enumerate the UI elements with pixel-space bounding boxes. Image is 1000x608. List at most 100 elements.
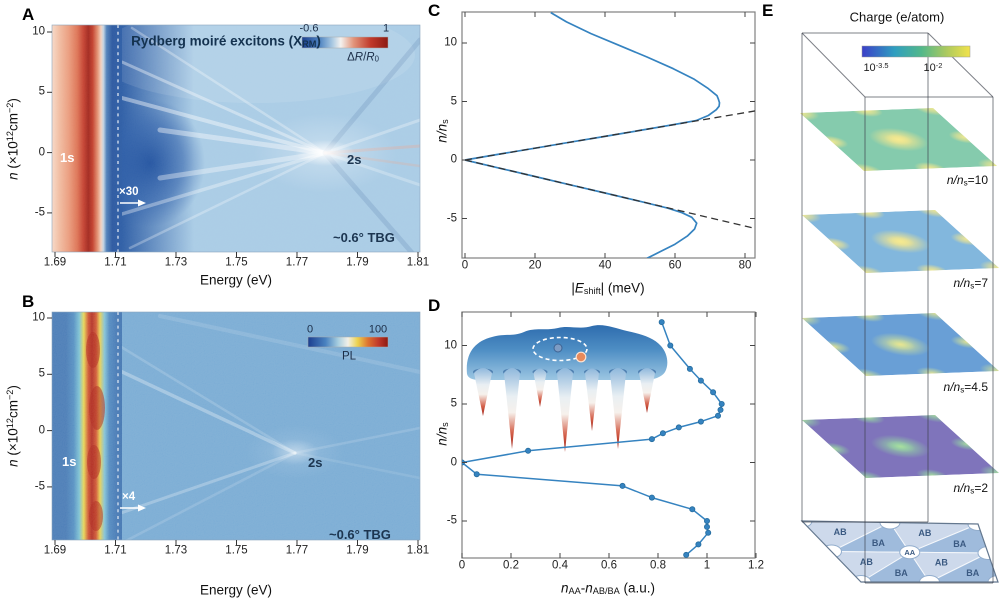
panelC-ytick: 0	[450, 153, 457, 166]
panelB-xtick: 1.79	[346, 544, 369, 557]
panelB-1s-label: 1s	[62, 454, 77, 469]
layer-label-7: n/ns=7	[953, 276, 988, 291]
AA-site-ellipse	[899, 545, 921, 560]
box-wireframe	[801, 32, 994, 584]
moire-wells	[474, 368, 655, 452]
electron-dot	[553, 343, 563, 353]
charge-layer-2	[802, 415, 999, 478]
charge-layer-7	[802, 210, 999, 273]
panelA-xtick: 1.71	[104, 256, 127, 269]
panelA-sample-label: ~0.6° TBG	[333, 230, 395, 245]
panelD-point	[525, 447, 532, 454]
panelA-xtick: 1.69	[43, 256, 67, 269]
panelA-title: Rydberg moiré excitons (XRM)	[131, 33, 321, 50]
panel-label-B: B	[22, 292, 35, 311]
panel-label-A: A	[22, 5, 35, 24]
panelD-ytick: 0	[450, 455, 457, 468]
panelD-point	[697, 418, 704, 425]
panelA-heatmap	[51, 24, 421, 253]
panelC-ytick: 5	[450, 94, 457, 107]
panelA-magnify-label: ×30	[119, 186, 139, 198]
panelD-ylabel: n/ns	[434, 422, 451, 446]
panelD-point	[619, 482, 626, 489]
charge-layer-10	[800, 108, 997, 171]
panelB-magnify-label: ×4	[122, 491, 136, 503]
layer-label-4p5: n/ns=4.5	[943, 380, 988, 395]
panelB-xtick: 1.75	[225, 544, 248, 557]
colorbar-E	[861, 45, 971, 58]
panelD-point	[704, 518, 711, 525]
panelD-point	[689, 506, 696, 513]
panelD-xtick: 1	[703, 559, 711, 572]
domain-label-BA: BA	[966, 568, 979, 578]
colorbar-B	[307, 336, 389, 348]
colorbarB-label: PL	[341, 350, 357, 363]
panelC-xtick: 0	[461, 259, 469, 272]
panelB-xtick: 1.77	[285, 544, 309, 557]
panelD-point	[648, 436, 655, 443]
panelA-xtick: 1.73	[164, 256, 188, 269]
moire-domain-map: AB BA AB BA AB BA AB BA AA	[800, 520, 999, 583]
panelA-xlabel: Energy (eV)	[199, 272, 273, 288]
charge-layer-4p5	[802, 313, 999, 376]
layer-label-10: n/ns=10	[946, 173, 988, 188]
panelA-xtick: 1.75	[225, 256, 248, 269]
panelE-stack: AB BA AB BA AB BA AB BA AA	[800, 32, 999, 584]
domain-label-AB: AB	[860, 557, 873, 567]
panelD-point	[704, 523, 711, 530]
panelD-point	[667, 342, 674, 349]
panelD-point	[718, 400, 725, 407]
panelD-xlabel: nAA-nAB/BA (a.u.)	[560, 580, 656, 597]
domain-label-AA: AA	[904, 548, 915, 557]
panelC-ylabel: n/ns	[434, 119, 451, 143]
exciton-orbit-ellipse	[532, 336, 588, 362]
colorbarA-label: ΔR/R0	[347, 51, 379, 64]
panelB-ytick: 10	[32, 311, 45, 324]
hole-dot	[575, 351, 587, 363]
panelA-ytick: 5	[38, 85, 45, 98]
panelD-point	[659, 430, 666, 437]
colorbarE-max: 10-2	[923, 60, 943, 75]
panelD-point	[683, 551, 690, 558]
panelD-ytick: -5	[446, 514, 457, 527]
panelA-xtick: 1.79	[346, 256, 369, 269]
colorbarA-min: -0.6	[299, 22, 319, 35]
panelD-xtick: 0.4	[552, 559, 568, 572]
panel-label-C: C	[428, 1, 441, 20]
panelA-ylabel: n (×1012cm−2)	[5, 98, 21, 180]
panelD-point	[697, 377, 704, 384]
colorbar-A	[301, 36, 389, 49]
panelC-series-linear_fit_lower	[464, 159, 755, 230]
panelA-1s-label: 1s	[60, 150, 75, 165]
panelC-xtick: 60	[668, 259, 682, 272]
panelB-heatmap	[51, 311, 421, 541]
domain-label-AB: AB	[834, 527, 847, 537]
panelD-point	[705, 529, 712, 536]
panelB-xtick: 1.73	[164, 544, 188, 557]
panelE-title: Charge (e/atom)	[849, 9, 945, 25]
panelD-point	[715, 412, 722, 419]
panel-label-D: D	[428, 296, 441, 315]
panelC-xtick: 40	[598, 259, 612, 272]
panelA-ytick: -5	[34, 206, 45, 219]
panelB-ylabel: n (×1012cm−2)	[5, 385, 21, 467]
panelB-xtick: 1.71	[104, 544, 127, 557]
panelD-xtick: 0.2	[503, 559, 519, 572]
domain-label-BA: BA	[953, 539, 966, 549]
domain-label-AB: AB	[935, 558, 948, 568]
panelC-series-upper_branch	[464, 12, 721, 161]
panelC-ytick: -5	[446, 211, 457, 224]
panelC-xtick: 80	[738, 259, 752, 272]
domain-label-BA: BA	[872, 538, 885, 548]
panel-label-E: E	[762, 1, 774, 20]
panelC-ytick: 10	[444, 36, 457, 49]
panelD-point	[675, 424, 682, 431]
panelD-xtick: 1.2	[748, 559, 764, 572]
AA-site-ellipse	[802, 521, 813, 528]
panelD-inset-moire-potential	[466, 325, 668, 452]
panelA-xtick: 1.77	[285, 256, 309, 269]
panelC-data	[464, 12, 755, 258]
panelA-ytick: 10	[32, 25, 45, 38]
